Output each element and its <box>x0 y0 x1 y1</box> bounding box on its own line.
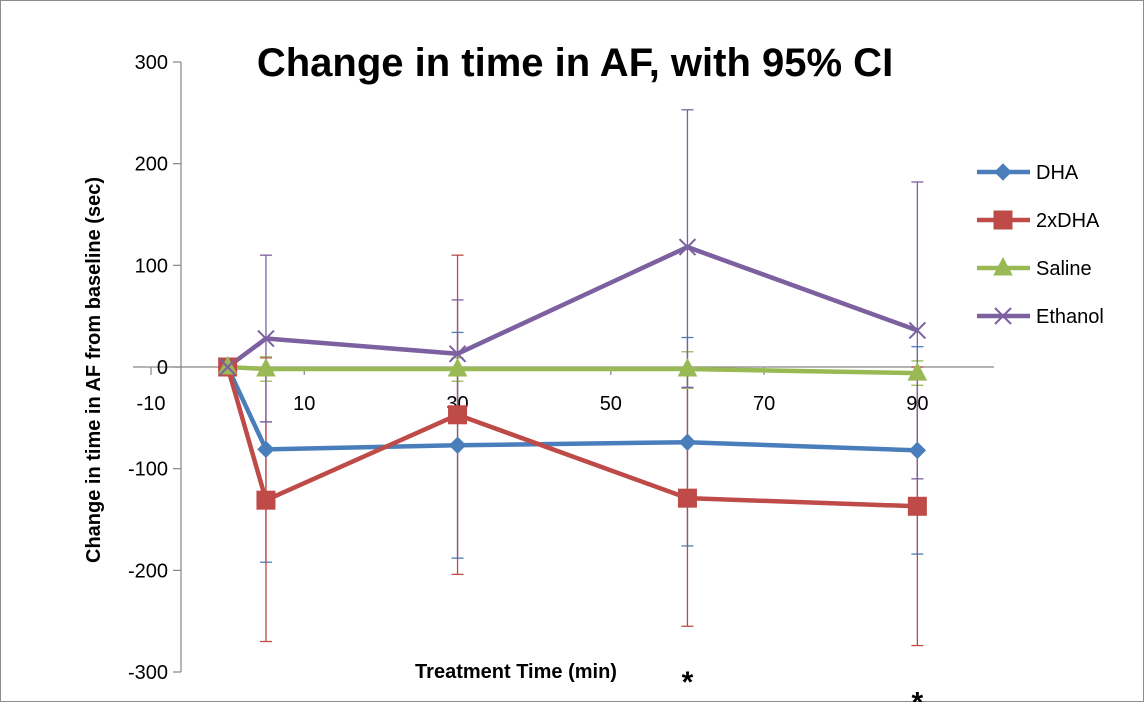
legend-marker-saline <box>993 256 1013 276</box>
legend-marker-ethanol-stroke <box>994 307 1012 325</box>
data-point-saline <box>447 357 468 377</box>
y-tick-label: 0 <box>157 357 168 379</box>
legend: DHA 2xDHA Saline Ethanol <box>977 162 1104 328</box>
legend-label-saline: Saline <box>1036 258 1092 280</box>
data-point-saline <box>907 362 928 381</box>
data-point-saline <box>217 355 238 375</box>
data-point-ethanol-stroke <box>448 345 467 363</box>
x-axis-title: Treatment Time (min) <box>415 661 617 683</box>
data-point-ethanol-stroke <box>908 321 927 340</box>
data-point-ethanol <box>257 329 275 348</box>
data-point-saline <box>256 357 276 377</box>
y-tick-label: -300 <box>128 662 168 684</box>
series-markers <box>217 238 928 516</box>
significance-annotation: * <box>912 687 924 703</box>
data-point-ethanol-stroke <box>678 238 697 256</box>
y-tick-label: -200 <box>128 560 168 582</box>
data-point-ethanol <box>218 358 237 376</box>
data-point-ethanol <box>678 238 697 256</box>
data-point-dha <box>448 436 467 454</box>
data-point-ethanol <box>448 345 467 363</box>
legend-marker-ethanol <box>994 307 1012 325</box>
x-tick-label: 50 <box>600 393 622 415</box>
data-point-ethanol <box>908 321 927 340</box>
data-point-2xdha <box>907 496 927 516</box>
data-point-2xdha <box>448 405 468 425</box>
data-point-dha <box>257 440 275 459</box>
legend-label-ethanol: Ethanol <box>1036 306 1104 328</box>
data-point-dha <box>678 433 697 451</box>
y-tick-label: 200 <box>135 154 168 176</box>
data-point-ethanol-stroke <box>218 358 237 376</box>
y-tick-label: -100 <box>128 459 168 481</box>
x-tick-label: 70 <box>753 393 775 415</box>
significance-annotation: * <box>682 666 694 699</box>
data-point-ethanol-stroke <box>257 329 275 348</box>
legend-label-2xdha: 2xDHA <box>1036 210 1100 232</box>
x-tick-label: -10 <box>137 393 166 415</box>
data-point-2xdha <box>256 490 276 510</box>
x-tick-label: 10 <box>293 393 315 415</box>
legend-label-dha: DHA <box>1036 162 1079 184</box>
chart-title: Change in time in AF, with 95% CI <box>257 41 893 85</box>
data-point-2xdha <box>677 488 697 508</box>
y-tick-label: 100 <box>135 255 168 277</box>
data-point-saline <box>677 357 698 377</box>
data-point-dha <box>908 441 927 460</box>
y-axis-title: Change in time in AF from baseline (sec) <box>83 177 105 563</box>
y-tick-label: 300 <box>135 52 168 74</box>
legend-marker-2xdha <box>993 210 1013 230</box>
legend-marker-dha <box>994 163 1012 181</box>
